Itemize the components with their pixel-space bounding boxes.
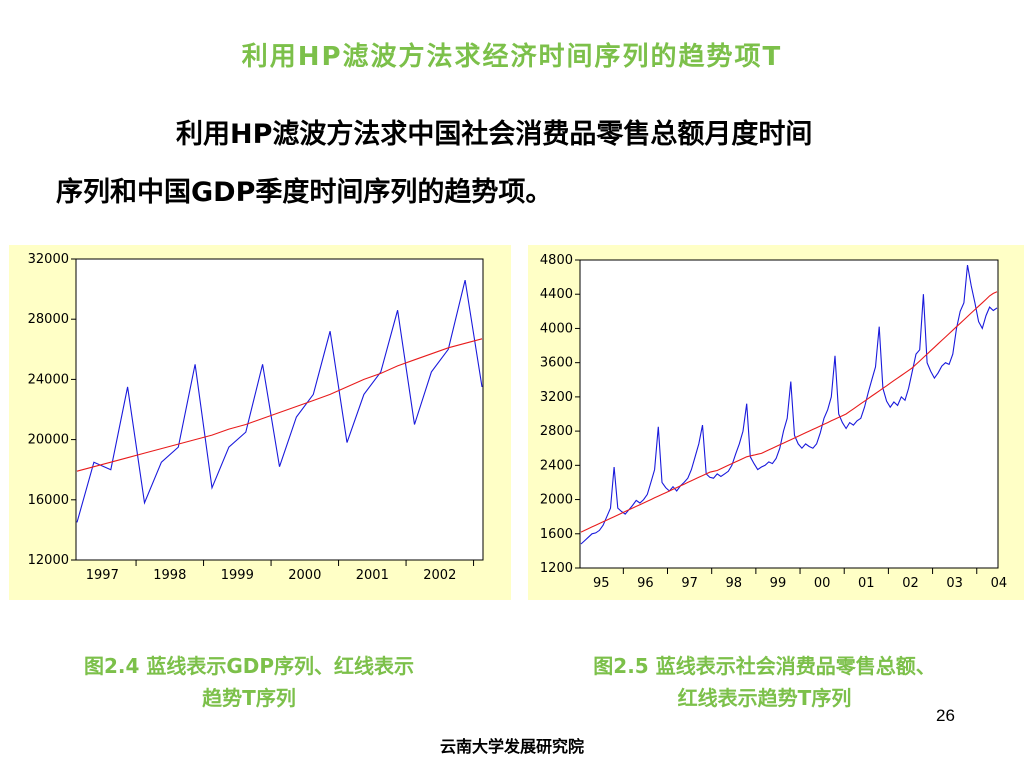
y-tick-label: 2400	[540, 458, 573, 473]
y-tick-label: 2000	[540, 493, 573, 508]
x-tick-label: 2000	[288, 568, 321, 583]
body-line-2: 序列和中国GDP季度时间序列的趋势项。	[56, 177, 553, 208]
y-tick-label: 32000	[28, 252, 69, 267]
y-tick-label: 1200	[540, 561, 573, 576]
x-tick-label: 95	[593, 576, 610, 591]
data-series-line	[76, 279, 483, 523]
caption-left-line-2: 趋势T序列	[202, 686, 296, 710]
x-tick-label: 97	[681, 576, 698, 591]
retail-chart: 1200 1600 2000 2400 2800 3200 3600 4000 4400 4800…	[540, 253, 1008, 591]
slide-title: 利用HP滤波方法求经济时间序列的趋势项T	[241, 42, 783, 72]
x-tick-label: 03	[946, 576, 963, 591]
x-tick-label: 00	[814, 576, 831, 591]
body-line-1: 利用HP滤波方法求中国社会消费品零售总额月度时间	[176, 119, 813, 150]
body-paragraph: 利用HP滤波方法求中国社会消费品零售总额月度时间 序列和中国GDP季度时间序列的…	[56, 106, 976, 222]
caption-right-line-1: 图2.5 蓝线表示社会消费品零售总额、	[593, 654, 936, 678]
data-series-line	[580, 265, 998, 545]
trend-series-line	[76, 338, 483, 472]
y-tick-label: 12000	[28, 553, 69, 568]
caption-right-line-2: 红线表示趋势T序列	[677, 686, 852, 710]
y-tick-label: 28000	[28, 312, 69, 327]
gdp-chart: 12000 16000 20000 24000 28000 32000 1997 1998 19…	[28, 252, 484, 583]
y-tick-label: 24000	[28, 372, 69, 387]
x-tick-label: 02	[902, 576, 919, 591]
footer-institution: 云南大学发展研究院	[439, 737, 584, 756]
y-tick-label: 3600	[540, 356, 573, 371]
retail-chart-panel: 1200 1600 2000 2400 2800 3200 3600 4000 4400 4800…	[528, 245, 1024, 600]
x-tick-label: 04	[991, 576, 1008, 591]
x-tick-label: 99	[770, 576, 787, 591]
y-tick-label: 1600	[540, 527, 573, 542]
x-tick-label: 2002	[423, 568, 456, 583]
x-tick-label: 2001	[356, 568, 389, 583]
x-tick-label: 01	[858, 576, 875, 591]
y-tick-label: 4400	[540, 287, 573, 302]
x-tick-label: 1998	[153, 568, 186, 583]
x-tick-label: 1999	[221, 568, 254, 583]
plot-area	[75, 258, 484, 561]
figure-caption-left: 图2.4 蓝线表示GDP序列、红线表示 趋势T序列	[14, 650, 484, 714]
y-tick-label: 16000	[28, 493, 69, 508]
x-tick-label: 96	[637, 576, 654, 591]
x-tick-label: 98	[726, 576, 743, 591]
y-tick-label: 4000	[540, 321, 573, 336]
caption-left-line-1: 图2.4 蓝线表示GDP序列、红线表示	[83, 654, 415, 678]
gdp-chart-panel: 12000 16000 20000 24000 28000 32000 1997 1998 19…	[9, 245, 511, 600]
x-tick-label: 1997	[86, 568, 119, 583]
y-tick-label: 3200	[540, 390, 573, 405]
page-number: 26	[936, 706, 955, 725]
y-tick-label: 4800	[540, 253, 573, 268]
y-tick-label: 20000	[28, 433, 69, 448]
plot-area	[579, 259, 999, 569]
trend-series-line	[580, 291, 998, 533]
figure-caption-right: 图2.5 蓝线表示社会消费品零售总额、 红线表示趋势T序列	[505, 650, 1024, 714]
y-tick-label: 2800	[540, 424, 573, 439]
